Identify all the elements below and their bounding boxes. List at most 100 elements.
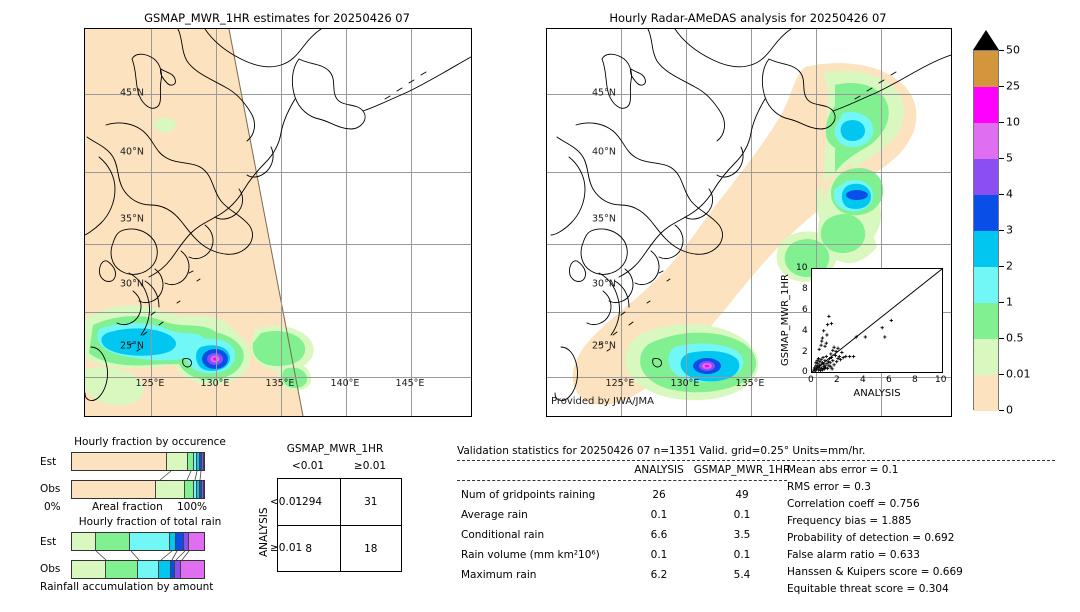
colorbar-swatch-5 bbox=[974, 231, 998, 267]
bar-segment bbox=[157, 561, 170, 578]
left-lat-label-40: 40°N bbox=[120, 146, 144, 158]
colorbar-segments bbox=[973, 50, 999, 411]
coastline-overlay-left bbox=[85, 29, 471, 401]
occurrence-chart-title: Hourly fraction by occurence bbox=[74, 436, 226, 448]
left-lon-label-130: 130°E bbox=[200, 378, 230, 389]
left-lat-label-35: 35°N bbox=[120, 213, 144, 225]
left-lat-label-45: 45°N bbox=[120, 87, 144, 99]
colorbar-label-0: 50 bbox=[1006, 43, 1020, 57]
occurrence-axis-right: 100% bbox=[177, 501, 208, 513]
contingency-row-header-ge: ≥0.01 bbox=[270, 542, 303, 554]
amount-chart-title: Hourly fraction of total rain bbox=[78, 516, 222, 528]
validation-row-label-0: Num of gridpoints raining bbox=[461, 489, 596, 501]
validation-score-0: Mean abs error = 0.1 bbox=[787, 464, 899, 476]
right-lat-label-25: 25°N bbox=[592, 340, 616, 352]
jwa-jma-credit: Provided by JWA/JMA bbox=[551, 396, 654, 407]
gridline-lat-30-right bbox=[547, 312, 951, 313]
gridline-lon-130-right bbox=[686, 29, 687, 416]
bar-segment bbox=[198, 481, 201, 498]
contingency-table[interactable]: 1294 31 8 18 bbox=[277, 478, 402, 572]
bar-segment bbox=[104, 561, 137, 578]
occurrence-bar-obs[interactable] bbox=[71, 480, 205, 499]
occurrence-row-label-obs: Obs bbox=[40, 483, 61, 495]
colorbar-tick-4 bbox=[999, 194, 1004, 195]
validation-header: Validation statistics for 20250426 07 n=… bbox=[457, 445, 866, 457]
gridline-lon-145-right bbox=[881, 29, 882, 416]
contingency-cell-hit: 18 bbox=[339, 525, 401, 571]
colorbar-label-1: 25 bbox=[1006, 79, 1020, 93]
validation-row-label-3: Rain volume (mm km²10⁶) bbox=[461, 549, 600, 561]
bar-segment bbox=[201, 453, 203, 470]
gsmap-rain-field bbox=[85, 29, 314, 416]
validation-row-label-1: Average rain bbox=[461, 509, 528, 521]
gridline-lat-25 bbox=[85, 377, 471, 378]
gridline-lon-140-right bbox=[816, 29, 817, 416]
amount-bar-est[interactable] bbox=[71, 532, 205, 551]
right-lat-label-35: 35°N bbox=[592, 213, 616, 225]
contingency-title: GSMAP_MWR_1HR bbox=[286, 443, 384, 455]
colorbar-tick-6 bbox=[999, 266, 1004, 267]
bar-segment bbox=[72, 453, 166, 470]
gsmap-estimate-map[interactable]: DMSP-F18 SSMIS bbox=[84, 28, 472, 417]
occurrence-bar-est[interactable] bbox=[71, 452, 205, 471]
amount-bar-obs[interactable] bbox=[71, 560, 205, 579]
right-lon-label-125: 125°E bbox=[605, 378, 635, 389]
colorbar-label-8: 0.5 bbox=[1006, 331, 1024, 345]
colorbar-label-3: 5 bbox=[1006, 151, 1013, 165]
colorbar-tick-5 bbox=[999, 230, 1004, 231]
gridline-lat-25-right bbox=[547, 377, 951, 378]
occurrence-axis-center: Areal fraction bbox=[92, 501, 163, 513]
colorbar-label-10: 0 bbox=[1006, 403, 1013, 417]
colorbar-tick-3 bbox=[999, 158, 1004, 159]
gridline-lat-40 bbox=[85, 172, 471, 173]
scatter-ytick-10: 10 bbox=[796, 263, 808, 273]
validation-row-label-4: Maximum rain bbox=[461, 569, 537, 581]
bar-segment bbox=[174, 533, 184, 550]
contingency-col-header-ge: ≥0.01 bbox=[353, 460, 387, 472]
gridline-lon-145 bbox=[411, 29, 412, 416]
validation-score-4: Probability of detection = 0.692 bbox=[787, 532, 955, 544]
validation-row-label-2: Conditional rain bbox=[461, 529, 545, 541]
validation-score-1: RMS error = 0.3 bbox=[787, 481, 871, 493]
rainfall-colorbar[interactable]: 50 25 10 5 4 3 2 1 0.5 0.01 0 bbox=[973, 30, 1053, 425]
bar-segment bbox=[180, 561, 204, 578]
contingency-cell-hit-none: 1294 bbox=[295, 496, 323, 508]
scatter-xtick-2: 2 bbox=[834, 375, 840, 385]
radar-amedas-map[interactable] bbox=[546, 28, 952, 417]
scatter-xtick-8: 8 bbox=[912, 375, 918, 385]
validation-row-analysis-3: 0.1 bbox=[650, 549, 668, 561]
validation-row-gsmap-3: 0.1 bbox=[733, 549, 751, 561]
validation-row-gsmap-0: 49 bbox=[735, 489, 749, 501]
colorbar-swatch-1 bbox=[974, 87, 998, 123]
left-lon-label-140: 140°E bbox=[330, 378, 360, 389]
scatter-ytick-2: 2 bbox=[802, 347, 808, 357]
scatter-xtick-0: 0 bbox=[808, 375, 814, 385]
contingency-cell-false-alarm: 31 bbox=[339, 479, 402, 525]
gridline-lat-40-right bbox=[547, 172, 951, 173]
bar-segment bbox=[184, 481, 193, 498]
colorbar-label-9: 0.01 bbox=[1006, 367, 1031, 381]
right-lat-label-30: 30°N bbox=[592, 278, 616, 290]
bar-segment bbox=[202, 481, 204, 498]
left-lat-label-25: 25°N bbox=[120, 340, 144, 352]
bar-segment bbox=[200, 481, 203, 498]
scatter-plot-inset[interactable] bbox=[811, 268, 943, 373]
bar-segment bbox=[129, 533, 169, 550]
coastline-overlay-right bbox=[550, 29, 951, 401]
bar-segment bbox=[174, 561, 181, 578]
colorbar-swatch-2 bbox=[974, 123, 998, 159]
validation-row-analysis-2: 6.6 bbox=[650, 529, 668, 541]
validation-score-7: Equitable threat score = 0.304 bbox=[787, 583, 949, 595]
gridline-lat-35 bbox=[85, 244, 471, 245]
gridline-lon-125 bbox=[151, 29, 152, 416]
colorbar-swatch-0 bbox=[974, 51, 998, 87]
left-panel-title: GSMAP_MWR_1HR estimates for 20250426 07 bbox=[144, 11, 410, 25]
scatter-x-axis-label: ANALYSIS bbox=[853, 388, 901, 399]
gridline-lon-135-right bbox=[751, 29, 752, 416]
gridline-lat-35-right bbox=[547, 244, 951, 245]
colorbar-over-arrow bbox=[973, 30, 999, 50]
colorbar-tick-8 bbox=[999, 338, 1004, 339]
gridline-lat-45 bbox=[85, 94, 471, 95]
scatter-xtick-6: 6 bbox=[886, 375, 892, 385]
bar-segment bbox=[165, 453, 187, 470]
